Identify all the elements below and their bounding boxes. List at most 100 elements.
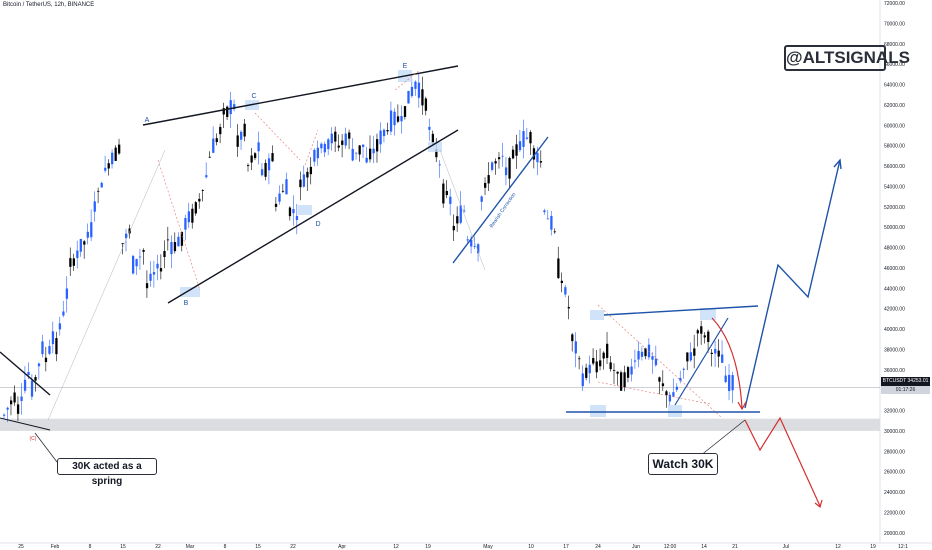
candle-body — [198, 198, 201, 202]
bullish-arrowhead — [833, 158, 842, 170]
candle-body — [355, 152, 358, 154]
x-tick-label: 12 — [835, 544, 841, 550]
candle-body — [299, 179, 302, 188]
dashed-guide — [597, 304, 723, 419]
drop-curve — [711, 317, 743, 409]
candle-body — [107, 163, 110, 169]
x-tick-label: 8 — [89, 544, 92, 550]
candle-body — [665, 391, 668, 396]
candle-body — [382, 129, 386, 137]
y-tick-label: 50000.00 — [884, 225, 905, 231]
candle-body — [546, 218, 550, 220]
candle-body — [728, 374, 731, 392]
candle-body — [508, 157, 511, 179]
candle-body — [515, 144, 518, 156]
candle-body — [640, 351, 644, 357]
y-tick-label: 64000.00 — [884, 83, 905, 89]
candle-body — [348, 132, 351, 139]
bearish-projection — [744, 416, 821, 507]
candle-body — [714, 348, 717, 354]
y-tick-label: 68000.00 — [884, 42, 905, 48]
candle-body — [466, 239, 469, 241]
candle-body — [532, 148, 536, 160]
candle-body — [44, 357, 48, 363]
candle-body — [327, 139, 330, 150]
candle-body — [686, 352, 689, 362]
candle-body — [58, 323, 62, 330]
candle-body — [72, 258, 75, 266]
highlight-box — [590, 310, 604, 320]
candle-body — [644, 348, 647, 357]
candle-body — [456, 216, 459, 224]
candle-body — [253, 153, 257, 159]
y-tick-label: 72000.00 — [884, 1, 905, 7]
candle-body — [480, 196, 483, 202]
y-tick-label: 46000.00 — [884, 266, 905, 272]
x-tick-label: Mar — [186, 544, 195, 550]
candle-body — [501, 155, 504, 157]
candle-body — [97, 190, 100, 192]
candle-body — [442, 183, 445, 204]
highlight-box — [428, 142, 442, 152]
candle-body — [76, 250, 79, 258]
price-value: 34253.01 — [907, 378, 929, 384]
y-tick-label: 44000.00 — [884, 286, 905, 292]
candle-body — [588, 364, 591, 374]
y-tick-label: 38000.00 — [884, 347, 905, 353]
candle-body — [560, 280, 563, 284]
candle-body — [323, 143, 326, 153]
candle-body — [212, 138, 215, 153]
candle-body — [271, 153, 274, 162]
upper-trendline — [142, 65, 459, 126]
candle-body — [613, 369, 616, 371]
candle-body — [163, 251, 166, 258]
candle-body — [48, 346, 51, 354]
candle-body — [511, 149, 515, 159]
candle-body — [651, 356, 654, 360]
candle-body — [630, 366, 633, 375]
y-tick-label: 54000.00 — [884, 184, 905, 190]
candle-body — [358, 145, 361, 155]
candle-body — [281, 190, 285, 192]
candle-body — [344, 133, 347, 146]
candle-body — [142, 250, 145, 252]
candle-body — [459, 205, 462, 223]
y-tick-label: 40000.00 — [884, 327, 905, 333]
candle-body — [337, 145, 340, 148]
candle-body — [233, 104, 236, 110]
candle-body — [194, 202, 197, 214]
watch-pointer — [699, 419, 746, 457]
candle-body — [201, 190, 204, 191]
candle-body — [191, 208, 194, 223]
x-tick-label: 12:00 — [664, 544, 677, 550]
candle-body — [13, 392, 16, 403]
candle-body — [236, 135, 239, 147]
candle-body — [121, 243, 124, 245]
candle-body — [595, 361, 598, 373]
candle-body — [637, 351, 640, 360]
candle-body — [379, 130, 382, 145]
candle-body — [257, 142, 260, 152]
candle-body — [581, 373, 584, 387]
y-tick-label: 20000.00 — [884, 531, 905, 537]
candle-body — [184, 218, 187, 230]
x-tick-label: Apr — [338, 544, 346, 550]
candle-body — [278, 193, 281, 202]
candle-body — [6, 407, 9, 410]
y-tick-label: 26000.00 — [884, 470, 905, 476]
candle-body — [693, 348, 696, 356]
wave-label: A — [145, 117, 150, 124]
candle-body — [86, 231, 89, 238]
candle-body — [111, 152, 114, 165]
candle-body — [351, 148, 354, 161]
candle-body — [675, 386, 679, 390]
candle-body — [341, 140, 344, 145]
candle-body — [90, 222, 93, 238]
candle-body — [104, 167, 107, 171]
candle-body — [721, 354, 724, 363]
spring-callout: 30K acted as a spring — [57, 458, 157, 487]
candle-body — [170, 241, 173, 255]
candle-body — [205, 175, 208, 178]
candle-body — [682, 368, 685, 370]
candle-body — [243, 123, 246, 137]
